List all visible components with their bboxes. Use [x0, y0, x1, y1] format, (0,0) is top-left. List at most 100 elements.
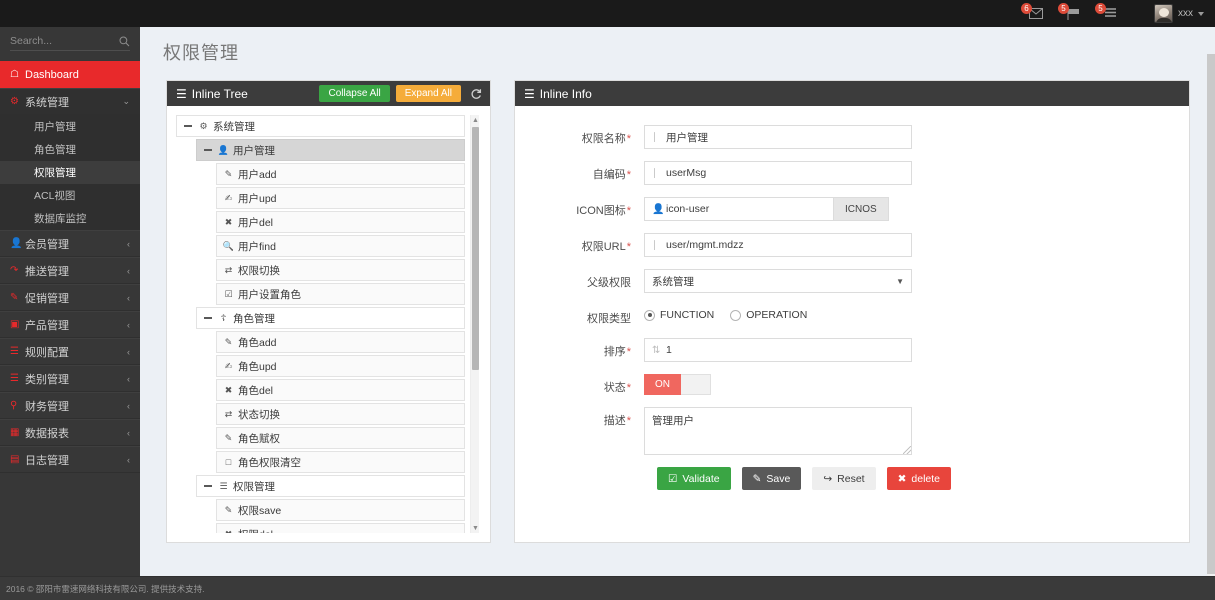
- sidebar-subitem-user-mgmt[interactable]: 用户管理: [34, 121, 76, 133]
- tree-node-label: 用户管理: [233, 144, 275, 157]
- sidebar-subitem-acl-view[interactable]: ACL视图: [34, 190, 76, 202]
- url-input[interactable]: ∣ user/mgmt.mdzz: [644, 233, 912, 257]
- description-textarea[interactable]: 管理用户: [644, 407, 912, 455]
- tree-node[interactable]: ⇄ 权限切换: [216, 259, 465, 281]
- sidebar-search: [0, 27, 140, 51]
- chevron-left-icon: ‹: [127, 346, 130, 357]
- gears-icon: ⚙: [10, 96, 19, 107]
- page-scrollbar[interactable]: ▼: [1207, 54, 1215, 600]
- delete-button-label: delete: [911, 472, 941, 485]
- sidebar-item-dashboard[interactable]: ☖ Dashboard: [0, 61, 147, 88]
- tree-node[interactable]: 👤 用户管理: [196, 139, 465, 161]
- sidebar-item-label: 系统管理: [25, 96, 69, 109]
- tree-node[interactable]: ✖ 权限del: [216, 523, 465, 533]
- collapse-toggle-icon[interactable]: [202, 145, 213, 156]
- page-scrollbar-thumb[interactable]: [1207, 54, 1215, 574]
- sidebar-item-category-mgmt[interactable]: ☰ 类别管理 ‹: [0, 365, 140, 392]
- sidebar-item-label: 财务管理: [25, 400, 69, 413]
- sidebar-item-label: 类别管理: [25, 373, 69, 386]
- sidebar-item-finance-mgmt[interactable]: ⚲ 财务管理 ‹: [0, 392, 140, 419]
- sidebar-item-data-report[interactable]: ▦ 数据报表 ‹: [0, 419, 140, 446]
- sidebar-item-promo-mgmt[interactable]: ✎ 促销管理 ‹: [0, 284, 140, 311]
- tree-node-label: 权限del: [238, 527, 273, 534]
- sidebar-submenu-system: 用户管理 角色管理 权限管理 ACL视图 数据库监控: [0, 115, 140, 230]
- pencil-icon: ✎: [224, 168, 233, 179]
- form-row-desc: 描述* 管理用户: [524, 407, 1180, 455]
- tree-node[interactable]: ⚙ 系统管理: [176, 115, 465, 137]
- gears-icon: ⚙: [199, 120, 208, 131]
- sitemap-icon: ☦: [220, 312, 227, 323]
- search-input[interactable]: [10, 35, 110, 47]
- tree-node[interactable]: ✎ 角色赋权: [216, 427, 465, 449]
- tree-node[interactable]: ☦ 角色管理: [196, 307, 465, 329]
- parent-permission-select[interactable]: 系统管理 ▼: [644, 269, 912, 293]
- code-input[interactable]: ∣ userMsg: [644, 161, 912, 185]
- tasks-button[interactable]: 5: [1058, 2, 1083, 24]
- collapse-toggle-icon[interactable]: [182, 121, 193, 132]
- status-toggle[interactable]: ON: [644, 374, 711, 395]
- share-icon: ↷: [10, 265, 19, 276]
- save-button[interactable]: ✎ Save: [741, 467, 802, 490]
- tree-node[interactable]: ✎ 角色add: [216, 331, 465, 353]
- tree-node-label: 角色del: [238, 384, 274, 397]
- validate-button[interactable]: ☑ Validate: [657, 467, 731, 490]
- tree-node[interactable]: □ 角色权限清空: [216, 451, 465, 473]
- messages-button[interactable]: 6: [1021, 2, 1046, 24]
- inline-info-body: 权限名称* ∣ 用户管理 自编码*: [515, 106, 1189, 499]
- tree-node[interactable]: ✖ 角色del: [216, 379, 465, 401]
- order-input[interactable]: ⇅ 1: [644, 338, 912, 362]
- scroll-down-icon[interactable]: ▼: [472, 524, 479, 532]
- notifications-button[interactable]: 5: [1095, 2, 1120, 24]
- radio-function[interactable]: FUNCTION: [644, 309, 714, 321]
- sidebar-subitem-role-mgmt[interactable]: 角色管理: [34, 144, 76, 156]
- permission-name-input[interactable]: ∣ 用户管理: [644, 125, 912, 149]
- sidebar-item-label: 数据报表: [25, 427, 69, 440]
- sidebar-item-log-mgmt[interactable]: ▤ 日志管理 ‹: [0, 446, 140, 473]
- chevron-left-icon: ‹: [127, 400, 130, 411]
- search-icon[interactable]: [119, 36, 130, 47]
- bars-icon: ☰: [219, 480, 228, 491]
- tree-node-label: 角色add: [238, 336, 277, 349]
- tree-node[interactable]: ✖ 用户del: [216, 211, 465, 233]
- sidebar-subitem-permission-mgmt[interactable]: 权限管理: [0, 161, 140, 184]
- tree-node[interactable]: ✎ 用户add: [216, 163, 465, 185]
- sidebar-subitem-db-monitor[interactable]: 数据库监控: [34, 213, 87, 225]
- tree-node[interactable]: ✍ 角色upd: [216, 355, 465, 377]
- icon-input[interactable]: 👤 icon-user: [644, 197, 834, 221]
- tree-node[interactable]: ☰ 权限管理: [196, 475, 465, 497]
- tree-node-label: 权限切换: [238, 264, 280, 277]
- user-menu[interactable]: xxx: [1151, 0, 1207, 27]
- collapse-all-button[interactable]: Collapse All: [319, 85, 390, 102]
- refresh-icon[interactable]: [467, 88, 485, 100]
- icnos-button[interactable]: ICNOS: [834, 197, 889, 221]
- sidebar-item-product-mgmt[interactable]: ▣ 产品管理 ‹: [0, 311, 140, 338]
- form-row-url: 权限URL* ∣ user/mgmt.mdzz: [524, 233, 1180, 257]
- times-icon: ✖: [222, 529, 235, 534]
- form-row-status: 状态* ON: [524, 374, 1180, 395]
- sitemap-icon: ☰: [176, 86, 187, 101]
- delete-button[interactable]: ✖ delete: [886, 467, 952, 490]
- expand-all-button[interactable]: Expand All: [395, 85, 461, 102]
- radio-operation[interactable]: OPERATION: [730, 309, 807, 321]
- tree-scrollbar-thumb[interactable]: [472, 127, 479, 370]
- collapse-toggle-icon[interactable]: [202, 481, 213, 492]
- sidebar-item-rule-config[interactable]: ☰ 规则配置 ‹: [0, 338, 140, 365]
- collapse-toggle-icon[interactable]: [202, 313, 213, 324]
- tree-scrollbar[interactable]: ▲ ▼: [470, 115, 479, 533]
- resize-handle[interactable]: [903, 446, 911, 454]
- reset-button[interactable]: ↪ Reset: [812, 467, 876, 490]
- tree-node[interactable]: ✍ 用户upd: [216, 187, 465, 209]
- chevron-left-icon: ‹: [127, 427, 130, 438]
- tree-node[interactable]: 🔍 用户find: [216, 235, 465, 257]
- tree-node[interactable]: ✎ 权限save: [216, 499, 465, 521]
- tree-node[interactable]: ☑ 用户设置角色: [216, 283, 465, 305]
- code-value: userMsg: [666, 167, 707, 179]
- desc-label: 描述*: [603, 415, 631, 427]
- sidebar-item-push-mgmt[interactable]: ↷ 推送管理 ‹: [0, 257, 140, 284]
- scroll-up-icon[interactable]: ▲: [472, 116, 479, 124]
- tree-node[interactable]: ⇄ 状态切换: [216, 403, 465, 425]
- sidebar-item-system-mgmt[interactable]: ⚙ 系统管理 ⌄: [0, 88, 140, 115]
- inline-info-title: Inline Info: [539, 86, 592, 101]
- form-row-name: 权限名称* ∣ 用户管理: [524, 125, 1180, 149]
- sidebar-item-member-mgmt[interactable]: 👤 会员管理 ‹: [0, 230, 140, 257]
